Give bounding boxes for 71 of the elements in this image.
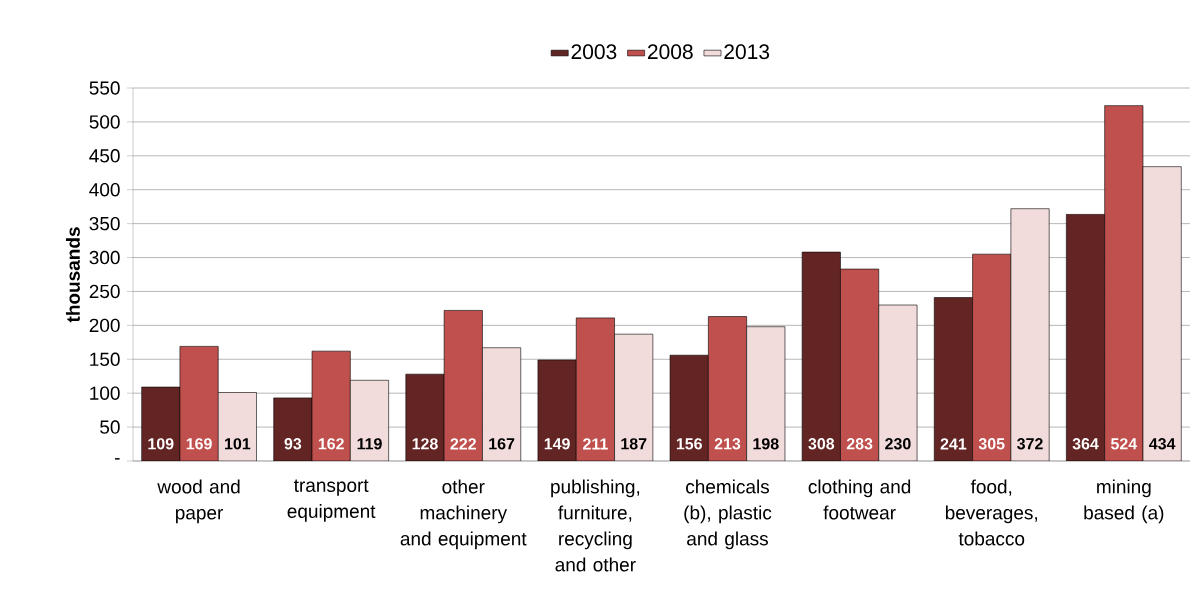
bar bbox=[1066, 213, 1105, 461]
bar bbox=[179, 346, 219, 461]
data-label: 93 bbox=[284, 438, 302, 450]
y-tick-label: 100 bbox=[90, 386, 120, 400]
bar bbox=[669, 354, 709, 461]
data-label: 198 bbox=[753, 438, 779, 450]
y-tick-label: 450 bbox=[89, 149, 120, 163]
data-label: 434 bbox=[1149, 438, 1176, 450]
x-tick-label: other machinery and equipment bbox=[400, 479, 527, 550]
y-tick-label: 550 bbox=[89, 81, 120, 95]
y-tick-label: 500 bbox=[89, 115, 120, 129]
bar bbox=[350, 379, 389, 461]
x-tick-label: clothing and footwear bbox=[808, 479, 911, 520]
x-tick-label: mining based (a) bbox=[1084, 479, 1164, 524]
data-label: 119 bbox=[357, 438, 382, 450]
data-label: 169 bbox=[186, 438, 212, 450]
data-label: 372 bbox=[1017, 438, 1043, 450]
data-label: 109 bbox=[148, 438, 174, 450]
data-label: 101 bbox=[225, 438, 251, 450]
bar bbox=[311, 350, 351, 461]
data-label: 364 bbox=[1072, 438, 1099, 450]
bar bbox=[614, 333, 654, 461]
data-label: 241 bbox=[940, 438, 967, 450]
bar bbox=[1104, 105, 1144, 461]
y-tick-label: 200 bbox=[89, 318, 120, 333]
bar bbox=[575, 317, 615, 461]
x-tick-label: chemicals (b), plastic and glass bbox=[684, 479, 772, 550]
y-tick-label: 50 bbox=[100, 420, 120, 434]
y-tick-label: 250 bbox=[89, 284, 120, 299]
bar bbox=[443, 310, 483, 461]
bar bbox=[878, 304, 918, 461]
bar bbox=[405, 373, 445, 461]
y-axis-title: thousands bbox=[65, 227, 80, 323]
y-tick-label: 300 bbox=[89, 250, 120, 265]
y-tick-label: 400 bbox=[89, 182, 120, 197]
bar bbox=[746, 326, 786, 461]
legend-label: 2003 bbox=[571, 44, 617, 60]
data-label: 156 bbox=[676, 438, 702, 450]
bar bbox=[933, 297, 973, 461]
bar bbox=[482, 347, 522, 461]
y-tick-label: - bbox=[115, 458, 120, 460]
x-tick-label: transport equipment bbox=[287, 479, 376, 522]
bar bbox=[1010, 208, 1050, 461]
data-label: 308 bbox=[808, 438, 835, 450]
x-tick-label: publishing, furniture, recycling and other bbox=[551, 479, 640, 572]
bar bbox=[972, 253, 1012, 461]
data-label: 128 bbox=[412, 438, 438, 450]
data-label: 305 bbox=[978, 438, 1005, 450]
data-label: 524 bbox=[1110, 438, 1138, 450]
bar bbox=[708, 316, 747, 461]
data-label: 283 bbox=[846, 438, 873, 450]
data-label: 211 bbox=[583, 438, 608, 450]
data-label: 187 bbox=[621, 438, 647, 450]
y-tick-label: 150 bbox=[90, 352, 120, 366]
x-tick-label: food, beverages, tobacco bbox=[945, 479, 1037, 546]
legend-label: 2008 bbox=[647, 44, 693, 60]
bar bbox=[537, 359, 577, 461]
bar bbox=[273, 397, 313, 461]
data-label: 167 bbox=[489, 438, 515, 450]
bar bbox=[801, 251, 841, 461]
data-label: 230 bbox=[885, 438, 911, 450]
legend-label: 2013 bbox=[724, 44, 770, 60]
data-label: 222 bbox=[450, 438, 476, 450]
bar bbox=[217, 392, 257, 461]
y-tick-label: 350 bbox=[89, 216, 120, 231]
data-label: 162 bbox=[318, 438, 344, 450]
bar bbox=[840, 268, 880, 461]
data-label: 213 bbox=[714, 438, 741, 450]
x-tick-label: wood and paper bbox=[157, 479, 240, 524]
data-label: 149 bbox=[544, 438, 570, 450]
bar bbox=[1142, 166, 1182, 461]
